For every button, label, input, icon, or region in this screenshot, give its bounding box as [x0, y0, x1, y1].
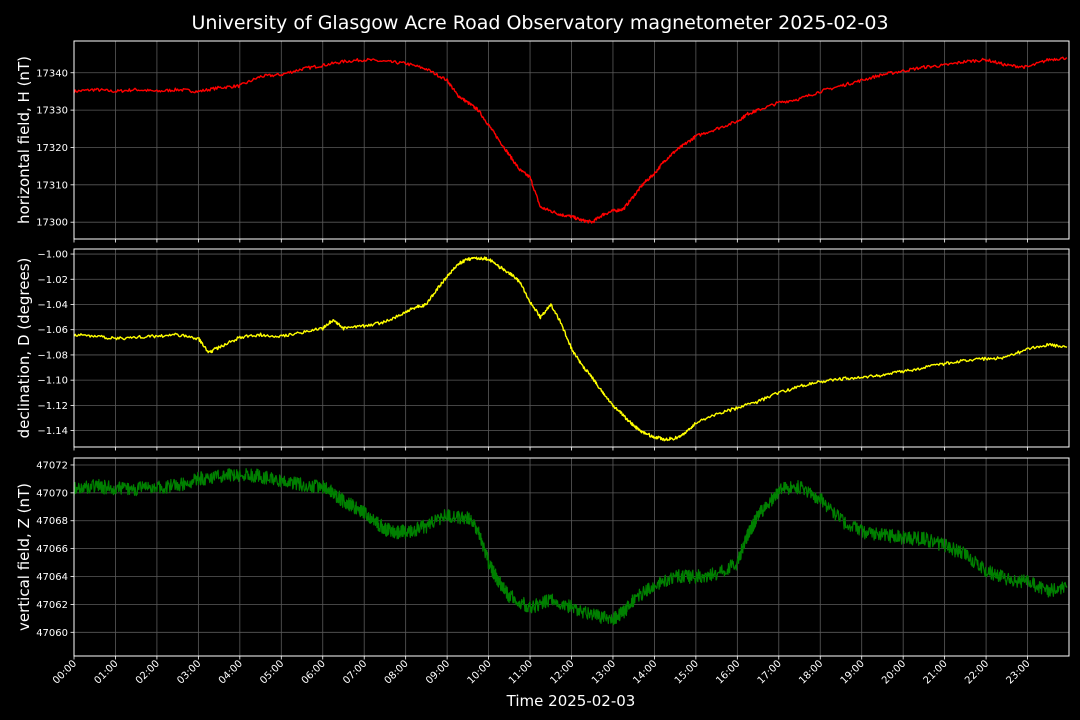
x-tick-label: 14:00 [631, 658, 659, 686]
x-axis-ticks: 00:00 01:00 02:00 03:00 04:00 05:00 06:00 07:00… [51, 658, 1033, 686]
y-tick-label: 17340 [36, 68, 68, 79]
x-tick-label: 06:00 [300, 658, 328, 686]
y-tick-label: 47062 [36, 600, 68, 611]
x-tick-label: 19:00 [839, 658, 867, 686]
y-tick-label: 47072 [36, 460, 68, 471]
y-axis-label: vertical field, Z (nT) [15, 483, 33, 631]
x-tick-label: 01:00 [92, 658, 120, 686]
x-tick-label: 20:00 [880, 658, 908, 686]
x-tick-label: 04:00 [217, 658, 245, 686]
series-line [73, 56, 1068, 224]
x-tick-label: 22:00 [963, 658, 991, 686]
x-tick-label: 10:00 [466, 658, 494, 686]
y-tick-label: −1.04 [37, 300, 68, 311]
y-tick-label: 47066 [36, 544, 68, 555]
axes-frame [73, 248, 1070, 448]
x-tick-label: 21:00 [922, 658, 950, 686]
y-tick-label: −1.10 [37, 376, 68, 387]
x-axis-label: Time 2025-02-03 [506, 692, 636, 710]
x-tick-label: 02:00 [134, 658, 162, 686]
series-line [73, 468, 1068, 626]
axes-frame [73, 457, 1070, 657]
series-line [73, 256, 1068, 442]
y-tick-label: 47064 [36, 572, 68, 583]
y-tick-label: 17330 [36, 106, 68, 117]
y-tick-label: −1.12 [37, 401, 68, 412]
x-tick-label: 07:00 [341, 658, 369, 686]
y-tick-label: 17310 [36, 180, 68, 191]
x-tick-label: 23:00 [1005, 658, 1033, 686]
y-tick-label: 47060 [36, 628, 68, 639]
x-tick-label: 03:00 [175, 658, 203, 686]
z-panel: 47060 47062 47064 47066 47068 47070 47072 verti… [15, 457, 1070, 660]
x-tick-label: 05:00 [258, 658, 286, 686]
d-panel: −1.00 −1.02 −1.04 −1.06 −1.08 −1.10 −1.12 −1.14… [15, 248, 1070, 451]
y-tick-label: 47070 [36, 488, 68, 499]
x-tick-label: 15:00 [673, 658, 701, 686]
y-tick-label: −1.02 [37, 275, 68, 286]
chart-title: University of Glasgow Acre Road Observat… [191, 12, 888, 34]
y-tick-label: −1.14 [37, 426, 68, 437]
y-tick-label: 17320 [36, 143, 68, 154]
axes-frame [73, 40, 1070, 240]
x-tick-label: 16:00 [714, 658, 742, 686]
y-tick-label: 47068 [36, 516, 68, 527]
x-tick-label: 17:00 [756, 658, 784, 686]
y-axis-label: horizontal field, H (nT) [15, 56, 33, 224]
y-tick-label: 17300 [36, 218, 68, 229]
y-axis-label: declination, D (degrees) [15, 258, 33, 439]
x-tick-label: 00:00 [51, 658, 79, 686]
x-tick-label: 13:00 [590, 658, 618, 686]
x-tick-label: 12:00 [548, 658, 576, 686]
x-tick-label: 18:00 [797, 658, 825, 686]
x-tick-label: 09:00 [424, 658, 452, 686]
y-tick-label: −1.00 [37, 250, 68, 261]
y-tick-label: −1.08 [37, 350, 68, 361]
x-tick-label: 08:00 [383, 658, 411, 686]
x-tick-label: 11:00 [507, 658, 535, 686]
y-tick-label: −1.06 [37, 325, 68, 336]
